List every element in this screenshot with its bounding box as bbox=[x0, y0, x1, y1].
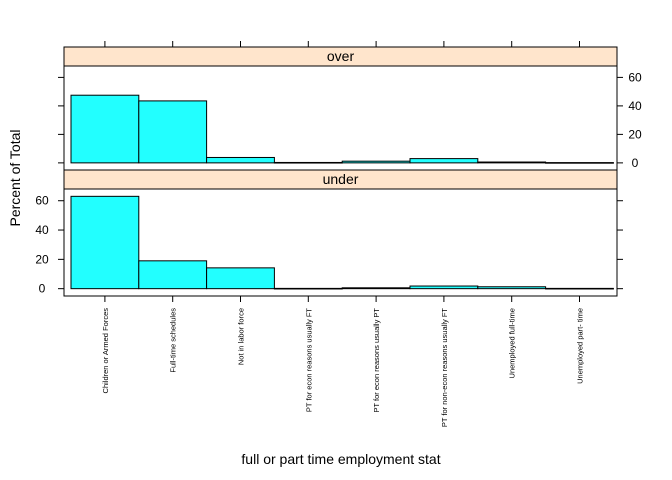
y-tick-label: 40 bbox=[628, 99, 642, 113]
bar-under-5 bbox=[341, 287, 411, 290]
strip-label-over: over bbox=[327, 48, 355, 64]
x-axis-label: full or part time employment stat bbox=[241, 451, 440, 467]
panel-frame-under bbox=[63, 188, 618, 297]
bar-under-1 bbox=[70, 195, 140, 290]
x-tick-label: Unemployed full-time bbox=[508, 308, 517, 378]
bar-over-6 bbox=[409, 158, 479, 164]
bar-over-4 bbox=[273, 161, 343, 164]
panel-under: under 0 20 40 60 bbox=[35, 169, 623, 297]
bar-under-2 bbox=[138, 260, 208, 290]
y-tick-label: 20 bbox=[628, 127, 642, 141]
y-tick-label: 40 bbox=[35, 223, 49, 237]
bar-under-3 bbox=[206, 267, 275, 290]
bar-over-2 bbox=[138, 100, 208, 164]
bar-over-3 bbox=[206, 156, 275, 164]
y-tick-label: 0 bbox=[632, 156, 639, 170]
y-axis-label: Percent of Total bbox=[7, 129, 23, 226]
x-tick-label: Children or Armed Forces bbox=[101, 308, 110, 394]
y-tick-label: 0 bbox=[39, 282, 46, 296]
x-tick-label: PT for econ reasons usually PT bbox=[372, 308, 381, 413]
panels: over 0 20 40 60 under 0 20 40 60 Children or Armed… bbox=[35, 41, 642, 427]
bar-under-7 bbox=[477, 286, 547, 290]
bar-over-5 bbox=[341, 160, 411, 164]
bar-under-6 bbox=[409, 285, 479, 290]
x-tick-label: PT for non-econ reasons usually FT bbox=[440, 308, 449, 428]
y-tick-label: 60 bbox=[628, 70, 642, 84]
bar-over-1 bbox=[70, 94, 140, 164]
x-tick-label: Unemployed part- time bbox=[576, 308, 585, 384]
bar-under-4 bbox=[273, 287, 343, 290]
bar-under-8 bbox=[545, 287, 614, 290]
bar-over-7 bbox=[477, 161, 547, 164]
x-tick-label: PT for econ reasons usually FT bbox=[304, 308, 313, 412]
panel-over: over 0 20 40 60 bbox=[58, 46, 642, 171]
x-tick-label: Not in labor force bbox=[237, 308, 246, 365]
bar-over-8 bbox=[545, 162, 614, 164]
strip-label-under: under bbox=[323, 171, 359, 187]
y-tick-label: 60 bbox=[35, 194, 49, 208]
x-tick-label: Full-time schedules bbox=[169, 308, 178, 373]
y-tick-label: 20 bbox=[35, 252, 49, 266]
